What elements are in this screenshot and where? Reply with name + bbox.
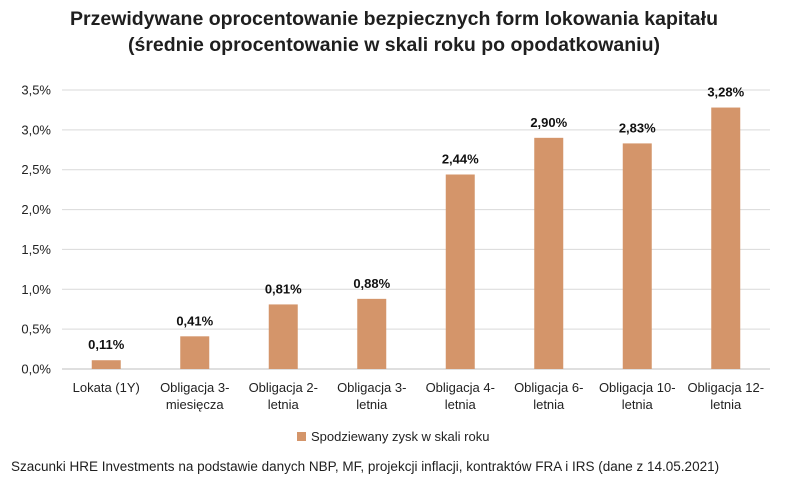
x-tick-label: Obligacja 4- [426,380,495,395]
y-tick-label: 0,5% [21,322,51,337]
x-tick-label: Obligacja 10- [599,380,676,395]
y-tick-label: 2,5% [21,162,51,177]
legend-swatch [297,432,306,441]
legend-label: Spodziewany zysk w skali roku [311,429,489,444]
x-tick-label: Obligacja 3- [160,380,229,395]
y-tick-label: 0,0% [21,362,51,377]
data-label: 3,28% [707,85,744,100]
data-label: 2,44% [442,151,479,166]
chart-title-line-2: (średnie oprocentowanie w skali roku po … [128,34,660,56]
x-tick-label: Obligacja 3- [337,380,406,395]
x-tick-label: Obligacja 2- [249,380,318,395]
data-label: 0,11% [88,337,125,352]
bar [268,304,298,369]
x-tick-label: letnia [356,397,388,412]
bar [445,174,475,369]
data-label: 0,88% [353,276,390,291]
y-tick-label: 3,5% [21,83,51,98]
bar [622,143,652,369]
x-tick-label: letnia [533,397,565,412]
data-label: 2,90% [530,115,567,130]
y-tick-label: 3,0% [21,122,51,137]
x-tick-label: Obligacja 12- [687,380,764,395]
chart-title: Przewidywane oprocentowanie bezpiecznych… [0,6,788,58]
y-tick-label: 1,0% [21,282,51,297]
source-footnote: Szacunki HRE Investments na podstawie da… [11,459,720,474]
chart-title-line-1: Przewidywane oprocentowanie bezpiecznych… [70,8,718,30]
y-tick-label: 2,0% [21,202,51,217]
data-label: 2,83% [619,120,656,135]
x-tick-label: Obligacja 6- [514,380,583,395]
x-tick-label: Lokata (1Y) [73,380,140,395]
x-tick-label: letnia [445,397,477,412]
x-tick-label: letnia [268,397,300,412]
x-tick-label: letnia [622,397,654,412]
data-label: 0,81% [265,281,302,296]
bar [180,336,210,369]
x-tick-label: miesięcza [166,397,225,412]
bar [711,107,741,369]
bar [534,137,564,369]
data-label: 0,41% [176,313,213,328]
bar [357,298,387,369]
y-tick-label: 1,5% [21,242,51,257]
bar [91,360,121,369]
x-tick-label: letnia [710,397,742,412]
